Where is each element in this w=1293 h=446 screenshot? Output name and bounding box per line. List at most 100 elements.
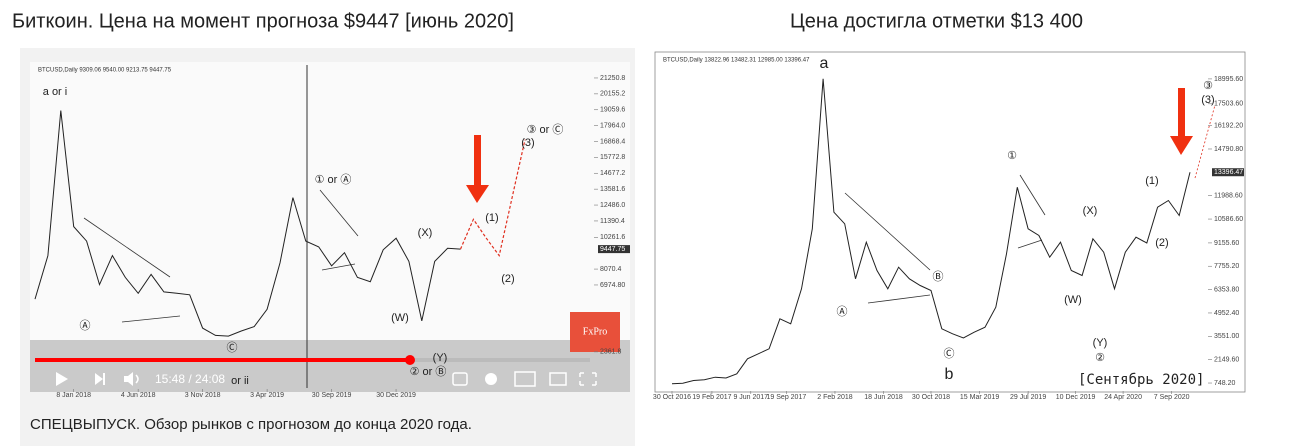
chart-title: BTCUSD,Daily 9309.06 9540.00 9213.75 944… xyxy=(38,68,172,74)
logo-box xyxy=(570,312,620,352)
last-price-label: 9447.75 xyxy=(600,246,625,253)
y-tick-label: 21250.8 xyxy=(600,75,625,82)
wave-label: Ⓐ xyxy=(80,319,91,332)
y-tick-label: 10261.6 xyxy=(600,234,625,241)
x-tick-label: 18 Jun 2018 xyxy=(864,394,903,401)
y-tick-label: 11390.4 xyxy=(600,218,625,225)
x-tick-label: 9 Jun 2017 xyxy=(733,394,768,401)
video-shade xyxy=(30,340,630,392)
y-tick-label: 16868.4 xyxy=(600,138,625,145)
progress-knob[interactable] xyxy=(405,355,415,365)
x-tick-label: 29 Jul 2019 xyxy=(1010,394,1046,401)
y-tick-label: 14790.80 xyxy=(1214,146,1243,153)
price-line xyxy=(671,78,1191,385)
play-button[interactable] xyxy=(56,372,68,386)
y-tick-label: 9155.60 xyxy=(1214,240,1239,247)
price-line xyxy=(34,110,461,337)
x-tick-label: 19 Feb 2017 xyxy=(692,394,731,401)
wave-label: (3) xyxy=(521,137,534,149)
wave-label: Ⓐ xyxy=(837,305,848,318)
wave-label: Ⓒ xyxy=(944,347,955,360)
wave-label: (X) xyxy=(1083,205,1098,217)
y-tick-label: 2149.60 xyxy=(1214,357,1239,364)
progress-played[interactable] xyxy=(35,358,410,362)
wave-label: b xyxy=(945,366,954,383)
progress-rest[interactable] xyxy=(410,358,590,362)
y-tick-label: 13581.6 xyxy=(600,186,625,193)
x-tick-label: 30 Oct 2016 xyxy=(653,394,691,401)
y-tick-label: 6353.80 xyxy=(1214,286,1239,293)
x-tick-label: 7 Sep 2020 xyxy=(1154,394,1190,401)
wave-label: a or i xyxy=(43,86,67,98)
x-tick-label: 30 Sep 2019 xyxy=(312,392,352,399)
y-tick-label: 12486.0 xyxy=(600,202,625,209)
logo: FxPro xyxy=(583,326,607,337)
video-time: 15:48 / 24:08 xyxy=(155,372,225,386)
y-tick-label: 6974.80 xyxy=(600,282,625,289)
y-tick-label: 4952.40 xyxy=(1214,310,1239,317)
y-tick-label: 11988.60 xyxy=(1214,193,1243,200)
wave-label: (1) xyxy=(485,212,498,224)
x-tick-label: 30 Dec 2019 xyxy=(376,392,416,399)
wave-label: Ⓑ xyxy=(933,270,944,283)
wave-label: (Y) xyxy=(1093,337,1108,349)
wave-label: ② or Ⓑ xyxy=(410,365,447,378)
wave-label: (3) xyxy=(1201,94,1214,106)
y-tick-label: 3551.00 xyxy=(1214,333,1239,340)
wave-label: ① or Ⓐ xyxy=(315,173,352,186)
y-tick-label: 15772.8 xyxy=(600,154,625,161)
right-title: Цена достигла отметки $13 400 xyxy=(790,10,1083,32)
wave-label: Ⓒ xyxy=(227,341,238,354)
y-tick-label: 7755.20 xyxy=(1214,263,1239,270)
price-line xyxy=(459,139,526,258)
last-price-label: 13396.47 xyxy=(1214,169,1243,176)
last-price-box xyxy=(598,245,630,254)
y-tick-label: 10586.60 xyxy=(1214,216,1243,223)
x-tick-label: 19 Sep 2017 xyxy=(767,394,807,401)
wave-label: ① xyxy=(1007,150,1017,162)
x-tick-label: 30 Oct 2018 xyxy=(912,394,950,401)
y-tick-label: 14677.2 xyxy=(600,170,625,177)
x-tick-label: 8 Jan 2018 xyxy=(56,392,91,399)
video-controls-right[interactable] xyxy=(452,371,597,387)
y-tick-label: 20155.2 xyxy=(600,91,625,98)
wave-label: ② xyxy=(1095,352,1105,364)
next-button[interactable] xyxy=(95,373,105,385)
left-title: Биткоин. Цена на момент прогноза $9447 [… xyxy=(12,10,514,32)
arrows xyxy=(466,88,1193,203)
wave-label: or ii xyxy=(231,375,249,387)
wave-label: (X) xyxy=(418,227,433,239)
wave-label: (W) xyxy=(1064,294,1082,306)
wave-label: ③ xyxy=(1203,80,1213,92)
wave-label: (W) xyxy=(391,312,409,324)
video-caption: СПЕЦВЫПУСК. Обзор рынков с прогнозом до … xyxy=(30,416,472,433)
trend-lines xyxy=(83,104,1216,323)
x-tick-label: 15 Mar 2019 xyxy=(960,394,999,401)
chart-title: BTCUSD,Daily 13822.96 13482.31 12985.00 … xyxy=(663,58,810,64)
right-caption: [Сентябрь 2020] xyxy=(1078,372,1204,388)
last-price-box xyxy=(1212,168,1244,177)
wave-label: a xyxy=(820,55,829,72)
wave-label: (2) xyxy=(1155,237,1168,249)
x-tick-label: 3 Apr 2019 xyxy=(250,392,284,399)
y-tick-label: 19059.6 xyxy=(600,107,625,114)
wave-label: (2) xyxy=(501,273,514,285)
y-tick-label: 16192.20 xyxy=(1214,122,1243,129)
wave-label: ③ or Ⓒ xyxy=(527,123,564,136)
volume-button[interactable] xyxy=(124,372,139,386)
x-tick-label: 10 Dec 2019 xyxy=(1056,394,1096,401)
left-chart-bg xyxy=(30,62,630,392)
wave-label: (1) xyxy=(1145,175,1158,187)
right-chart-frame xyxy=(654,51,1246,393)
x-tick-label: 2 Feb 2018 xyxy=(817,394,853,401)
x-tick-label: 24 Apr 2020 xyxy=(1104,394,1142,401)
y-tick-label: 2361.8 xyxy=(600,349,622,356)
y-tick-label: 18995.60 xyxy=(1214,76,1243,83)
y-tick-label: 8070.4 xyxy=(600,266,622,273)
wave-label: (Y) xyxy=(433,352,448,364)
y-tick-label: 17503.60 xyxy=(1214,101,1243,108)
x-tick-label: 4 Jun 2018 xyxy=(121,392,156,399)
y-tick-label: 17964.0 xyxy=(600,122,625,129)
y-tick-label: 748.20 xyxy=(1214,380,1236,387)
